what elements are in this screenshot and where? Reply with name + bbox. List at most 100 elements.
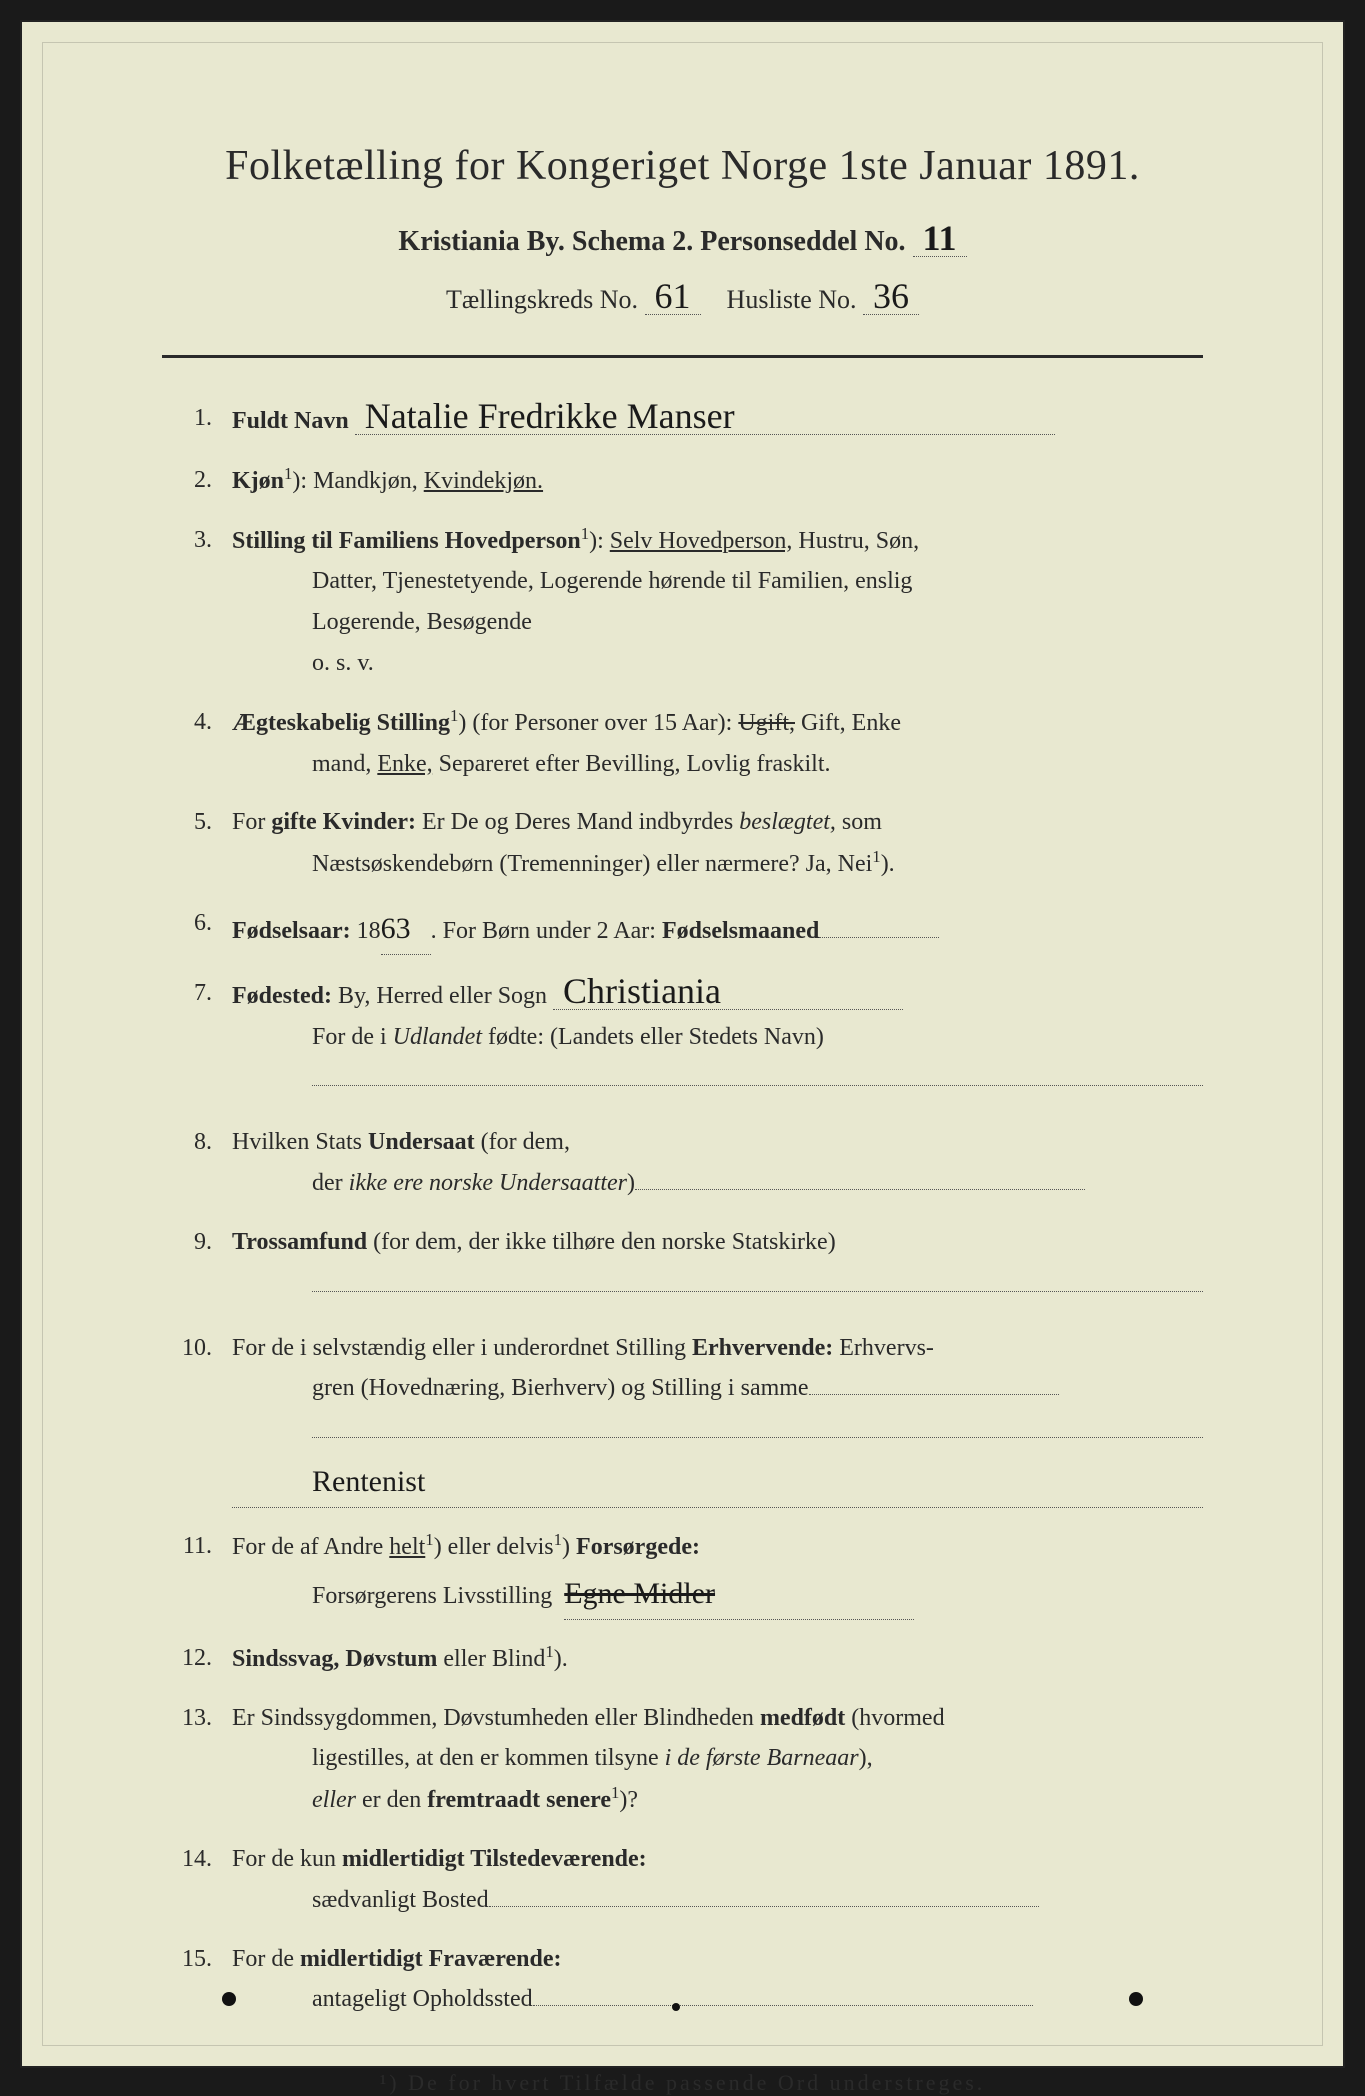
line2: sædvanligt Bosted [232, 1880, 1203, 1921]
t: For de af Andre [232, 1534, 389, 1560]
t: (hvormed [845, 1705, 944, 1731]
item-2: 2. Kjøn1): Mandkjøn, Kvindekjøn. [172, 460, 1203, 502]
item-number: 12. [172, 1638, 232, 1680]
item-5: 5. For gifte Kvinder: Er De og Deres Man… [172, 802, 1203, 885]
subtitle-prefix: Kristiania By. Schema 2. Personseddel No… [398, 226, 905, 257]
item-1: 1. Fuldt Navn Natalie Fredrikke Manser [172, 398, 1203, 442]
t: ) [627, 1170, 635, 1196]
label: Erhvervende: [692, 1335, 833, 1361]
t: eller [312, 1787, 356, 1813]
item-number: 2. [172, 460, 232, 502]
t: som [836, 809, 882, 835]
t: ), [859, 1745, 873, 1771]
t: eller Blind [437, 1646, 545, 1672]
label: Trossamfund [232, 1229, 367, 1255]
t: ): [589, 528, 610, 554]
item-number: 7. [172, 973, 232, 1104]
t: Hustru, Søn, [792, 528, 919, 554]
item-11: 11. For de af Andre helt1) eller delvis1… [172, 1526, 1203, 1620]
item-body: Sindssvag, Døvstum eller Blind1). [232, 1638, 1203, 1680]
item-number: 11. [172, 1526, 232, 1620]
t: (for dem, [475, 1129, 570, 1155]
line2: ligestilles, at den er kommen tilsyne i … [232, 1738, 1203, 1779]
label: Stilling til Familiens Hovedperson [232, 528, 581, 554]
t: Forsørgerens Livsstilling [312, 1583, 552, 1609]
line2: Forsørgerens Livsstilling Egne Midler [232, 1568, 1203, 1620]
kvindekjon: Kvindekjøn. [424, 468, 543, 494]
blank-line [312, 1409, 1203, 1438]
item-7: 7. Fødested: By, Herred eller Sogn Chris… [172, 973, 1203, 1104]
t: antageligt Opholdssted [312, 1986, 533, 2012]
label: Fuldt Navn [232, 408, 349, 434]
line4: o. s. v. [232, 643, 1203, 684]
item-body: Trossamfund (for dem, der ikke tilhøre d… [232, 1222, 1203, 1310]
label: Fødselsaar: [232, 918, 351, 944]
taellingskreds-label: Tællingskreds No. [446, 285, 638, 314]
item-body: For de midlertidigt Fraværende: antageli… [232, 1939, 1203, 2021]
ink-blot [222, 1992, 236, 2006]
item-12: 12. Sindssvag, Døvstum eller Blind1). [172, 1638, 1203, 1680]
husliste-no: 36 [863, 278, 919, 315]
t: ). [881, 851, 895, 877]
helt: helt [389, 1534, 425, 1560]
b: fremtraadt senere [427, 1787, 611, 1813]
item-body: Er Sindssygdommen, Døvstumheden eller Bl… [232, 1698, 1203, 1821]
blank [489, 1906, 1039, 1907]
label: Undersaat [368, 1129, 475, 1155]
line2: mand, Enke, Separeret efter Bevilling, L… [232, 744, 1203, 785]
birthplace-value: Christiania [553, 973, 903, 1010]
item-number: 14. [172, 1839, 232, 1921]
label: gifte Kvinder: [271, 809, 416, 835]
blank [635, 1189, 1085, 1190]
blank-line [312, 1058, 1203, 1087]
ital: beslægtet, [739, 809, 836, 835]
item-number: 13. [172, 1698, 232, 1821]
t: Separeret efter Bevilling, Lovlig fraski… [433, 751, 831, 777]
item-body: For de kun midlertidigt Tilstedeværende:… [232, 1839, 1203, 1921]
item-15: 15. For de midlertidigt Fraværende: anta… [172, 1939, 1203, 2021]
item-number: 4. [172, 702, 232, 785]
full-name-value: Natalie Fredrikke Manser [355, 398, 1055, 435]
t: der [312, 1170, 349, 1196]
item-9: 9. Trossamfund (for dem, der ikke tilhør… [172, 1222, 1203, 1310]
item-8: 8. Hvilken Stats Undersaat (for dem, der… [172, 1122, 1203, 1204]
item-number: 15. [172, 1939, 232, 2021]
ital: ikke ere norske Undersaatter [349, 1170, 627, 1196]
husliste-label: Husliste No. [727, 285, 857, 314]
item-6: 6. Fødselsaar: 1863. For Børn under 2 Aa… [172, 903, 1203, 955]
line3: Logerende, Besøgende [232, 602, 1203, 643]
item-10: 10. For de i selvstændig eller i underor… [172, 1328, 1203, 1508]
t: mand, [312, 751, 377, 777]
t: ) eller delvis [434, 1534, 554, 1560]
ugift-struck: Ugift, [738, 710, 795, 736]
blank-line [312, 1263, 1203, 1292]
item-number: 3. [172, 520, 232, 684]
line2: Næstsøskendebørn (Tremenninger) eller næ… [232, 843, 1203, 885]
item-number: 10. [172, 1328, 232, 1508]
ital: i de første Barneaar [665, 1745, 859, 1771]
t: Erhvervs- [833, 1335, 934, 1361]
t: gren (Hovednæring, Bierhverv) og Stillin… [312, 1375, 809, 1401]
t: Er Sindssygdommen, Døvstumheden eller Bl… [232, 1705, 760, 1731]
label: midlertidigt Tilstedeværende: [342, 1846, 647, 1872]
footnote: ¹) De for hvert Tilfælde passende Ord un… [112, 2070, 1253, 2096]
item-body: Fødselsaar: 1863. For Børn under 2 Aar: … [232, 903, 1203, 955]
item-number: 8. [172, 1122, 232, 1204]
line2: Datter, Tjenestetyende, Logerende hørend… [232, 561, 1203, 602]
item-body: For gifte Kvinder: Er De og Deres Mand i… [232, 802, 1203, 885]
form-items: 1. Fuldt Navn Natalie Fredrikke Manser 2… [112, 398, 1253, 2020]
sup: 1 [545, 1642, 553, 1661]
item-body: Fuldt Navn Natalie Fredrikke Manser [232, 398, 1203, 442]
taellingskreds-no: 61 [645, 278, 701, 315]
item-13: 13. Er Sindssygdommen, Døvstumheden elle… [172, 1698, 1203, 1821]
item-number: 6. [172, 903, 232, 955]
provider-value: Egne Midler [564, 1568, 914, 1620]
t: . For Børn under 2 Aar: [431, 918, 662, 944]
item-number: 1. [172, 398, 232, 442]
occupation-line: Rentenist [232, 1456, 1203, 1508]
item-14: 14. For de kun midlertidigt Tilstedevære… [172, 1839, 1203, 1921]
sup: 1 [425, 1530, 433, 1549]
label: Ægteskabelig Stilling [232, 710, 450, 736]
horizontal-rule [162, 355, 1203, 358]
blank [809, 1394, 1059, 1395]
